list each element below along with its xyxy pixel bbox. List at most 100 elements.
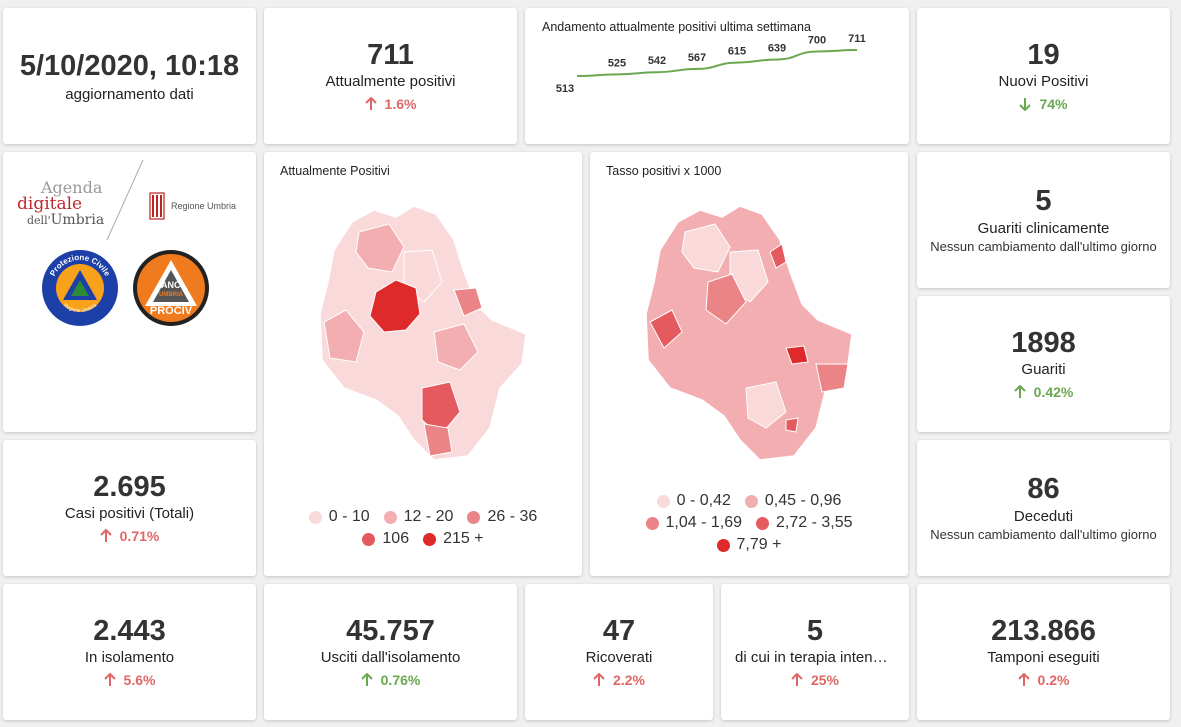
protezione-bottom-text: Regione Umbria <box>62 302 98 314</box>
kpi-label: Tamponi eseguiti <box>987 649 1100 667</box>
kpi-change: 2.2% <box>593 672 645 688</box>
map-municipality-shape[interactable] <box>769 243 787 269</box>
kpi-change: 0.71% <box>99 528 160 545</box>
legend-label: 0,45 - 0,96 <box>764 492 842 509</box>
agenda-logo-line2: digitale <box>17 194 83 214</box>
agenda-logo-line3a: dell' <box>27 214 51 227</box>
trend-title: Andamento attualmente positivi ultima se… <box>542 20 811 34</box>
kpi-label: di cui in terapia intensiva <box>735 649 895 667</box>
kpi-label: Guariti <box>1021 361 1066 379</box>
usciti-card[interactable]: 45.757 Usciti dall'isolamento 0.76% <box>264 584 517 720</box>
kpi-change: 0.42% <box>1013 384 1074 401</box>
date-card: 5/10/2020, 10:18 aggiornamento dati <box>3 8 256 144</box>
guariti-clinicamente-card[interactable]: 5 Guariti clinicamente Nessun cambiament… <box>917 152 1170 288</box>
legend-item: 26 - 36 <box>467 508 537 526</box>
map-municipality-shape[interactable] <box>705 273 747 325</box>
arrow-up-icon <box>364 97 377 111</box>
legend-item: 215 + <box>423 530 484 548</box>
terapia-intensiva-card[interactable]: 5 di cui in terapia intensiva 25% <box>721 584 909 720</box>
trend-data-label: 567 <box>688 52 706 64</box>
map-municipality-shape[interactable] <box>453 287 483 317</box>
logo-divider <box>106 159 144 241</box>
kpi-value: 711 <box>367 38 414 71</box>
kpi-value: 1898 <box>1011 326 1076 359</box>
umbria-region-shape <box>645 205 853 461</box>
map-attualmente-positivi-card[interactable]: Attualmente Positivi 0 - 10 12 - 20 26 -… <box>264 152 582 576</box>
kpi-value: 5 <box>1035 185 1052 218</box>
legend-item: 0,45 - 0,96 <box>744 492 842 510</box>
update-date: 5/10/2020, 10:18 <box>19 49 240 82</box>
map-municipality-shape[interactable] <box>423 423 453 457</box>
trend-series-line <box>576 49 858 77</box>
kpi-change: 0.2% <box>1017 672 1069 688</box>
arrow-up-icon <box>593 673 605 687</box>
legend-label: 2,72 - 3,55 <box>776 514 853 531</box>
kpi-value: 19 <box>1027 38 1060 71</box>
legend-label: 0 - 0,42 <box>676 492 731 509</box>
tamponi-card[interactable]: 213.866 Tamponi eseguiti 0.2% <box>917 584 1170 720</box>
map-municipality-shape[interactable] <box>355 223 405 273</box>
arrow-up-icon <box>791 673 803 687</box>
trend-chart-card[interactable]: Andamento attualmente positivi ultima se… <box>525 8 909 144</box>
map-municipality-shape[interactable] <box>785 345 809 365</box>
kpi-value: 213.866 <box>991 614 1096 647</box>
legend-label: 12 - 20 <box>403 508 454 525</box>
kpi-label: Guariti clinicamente <box>977 219 1110 237</box>
attualmente-positivi-card[interactable]: 711 Attualmente positivi 1.6% <box>264 8 517 144</box>
trend-data-label: 700 <box>808 34 826 46</box>
kpi-change-value: 0.42% <box>1033 384 1074 401</box>
legend-item: 12 - 20 <box>383 508 454 526</box>
kpi-change-value: 1.6% <box>384 96 417 113</box>
kpi-value: 47 <box>602 614 636 647</box>
kpi-label: Deceduti <box>1013 507 1074 525</box>
kpi-change-value: 0.71% <box>119 528 160 545</box>
kpi-change-value: 2.2% <box>613 672 645 689</box>
ricoverati-card[interactable]: 47 Ricoverati 2.2% <box>525 584 713 720</box>
umbria-region-shape <box>319 205 527 461</box>
casi-totali-card[interactable]: 2.695 Casi positivi (Totali) 0.71% <box>3 440 256 576</box>
map-municipality-shape[interactable] <box>421 381 461 437</box>
regione-label: Regione Umbria <box>171 201 237 211</box>
map-municipality-shape[interactable] <box>323 309 365 363</box>
kpi-label: Attualmente positivi <box>325 73 456 91</box>
legend-label: 1,04 - 1,69 <box>665 514 743 531</box>
kpi-note: Nessun cambiamento dall'ultimo giorno <box>930 238 1157 254</box>
map-municipality-shape[interactable] <box>785 417 799 433</box>
map-municipality-shape[interactable] <box>433 323 479 371</box>
legend-item: 0 - 10 <box>308 508 370 526</box>
trend-data-label: 513 <box>556 83 574 95</box>
umbria-map-tasso-positivi[interactable] <box>590 192 908 492</box>
map-municipality-shape[interactable] <box>745 381 787 429</box>
map2-title: Tasso positivi x 1000 <box>606 164 722 178</box>
arrow-up-icon <box>103 673 116 687</box>
map-municipality-shape[interactable] <box>649 309 683 349</box>
trend-data-label: 542 <box>648 55 666 67</box>
deceduti-card[interactable]: 86 Deceduti Nessun cambiamento dall'ulti… <box>917 440 1170 576</box>
prociv-text: PROCIV <box>150 305 193 317</box>
legend-item: 0 - 0,42 <box>656 492 731 510</box>
arrow-down-icon <box>1019 98 1032 112</box>
kpi-change-value: 74% <box>1039 96 1068 113</box>
legend-label: 106 <box>382 530 410 547</box>
kpi-change-value: 5.6% <box>123 672 156 689</box>
kpi-label: Usciti dall'isolamento <box>320 649 461 667</box>
kpi-change-value: 0.76% <box>380 672 421 689</box>
map-tasso-positivi-card[interactable]: Tasso positivi x 1000 0 - 0,42 0,45 - 0,… <box>590 152 908 576</box>
agenda-digitale-logo: Agenda digitale dell'Umbria <box>17 178 104 228</box>
isolamento-card[interactable]: 2.443 In isolamento 5.6% <box>3 584 256 720</box>
nuovi-positivi-card[interactable]: 19 Nuovi Positivi 74% <box>917 8 1170 144</box>
kpi-change: 1.6% <box>364 96 417 113</box>
guariti-card[interactable]: 1898 Guariti 0.42% <box>917 296 1170 432</box>
kpi-value: 45.757 <box>346 614 435 647</box>
map-municipality-shape[interactable] <box>369 279 421 333</box>
map-municipality-shape[interactable] <box>681 223 731 273</box>
map1-legend: 0 - 10 12 - 20 26 - 36 106 215 + <box>264 508 582 552</box>
svg-text:Regione Umbria: Regione Umbria <box>62 302 98 314</box>
umbria-map-attualmente-positivi[interactable] <box>264 192 582 492</box>
map-municipality-shape[interactable] <box>815 363 849 393</box>
regione-umbria-logo: Regione Umbria <box>149 192 236 220</box>
legend-item: 7,79 + <box>716 536 781 554</box>
legend-label: 215 + <box>443 530 484 547</box>
agenda-logo-line1: Agenda <box>41 178 103 197</box>
legend-label: 26 - 36 <box>487 508 538 525</box>
